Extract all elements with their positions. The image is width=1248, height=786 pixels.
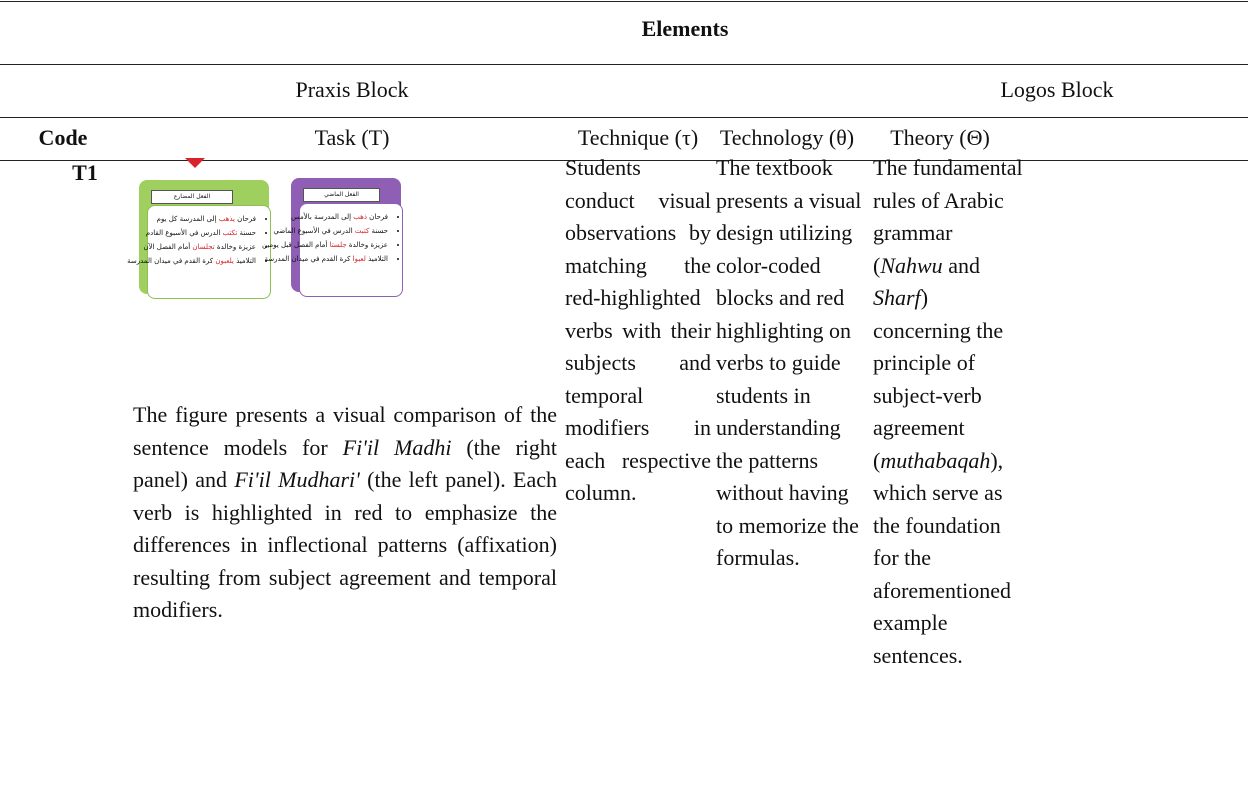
sentence: حسنة كتبت الدرس في الأسبوع الماضي bbox=[273, 226, 388, 237]
rule bbox=[0, 1, 1248, 2]
sentence: التلاميذ لعبوا كرة القدم في ميدان المدرس… bbox=[264, 254, 388, 265]
text-run: (the left panel). Each verb is highlight… bbox=[133, 467, 558, 622]
sentence-part: إلى المدرسة كل يوم bbox=[156, 215, 219, 223]
sentence: عزيزة وخالدة تجلسان أمام الفصل الآن bbox=[143, 242, 256, 253]
sentence: عزيزة وخالدة جلستا أمام الفصل قبل يومين bbox=[262, 240, 388, 251]
text-run: Fi'il Mudhari' bbox=[234, 467, 360, 492]
card-title: الفعل المضارع bbox=[151, 190, 233, 204]
sentence-part: الدرس في الأسبوع القادم bbox=[145, 229, 223, 237]
group-header: Elements bbox=[641, 16, 729, 41]
sentence-part: إلى المدرسة بالأمس bbox=[291, 213, 354, 221]
text-run: ), which serve as the foundation for the… bbox=[873, 447, 1012, 668]
column-header: Code bbox=[38, 125, 88, 150]
block-header: Logos Block bbox=[1000, 77, 1114, 102]
row-code: T1 bbox=[72, 160, 98, 185]
sentence-part: التلاميذ bbox=[233, 257, 256, 265]
text-run: The fundamental rules of Arabic grammar … bbox=[873, 155, 1023, 278]
rule bbox=[0, 64, 1248, 65]
text-run: muthabaqah bbox=[880, 447, 991, 473]
figure: فرحان يذهب إلى المدرسة كل يوم حسنة تكتب ا… bbox=[127, 158, 405, 308]
sentence-part: الدرس في الأسبوع الماضي bbox=[273, 227, 355, 235]
text-run: The figure presents a visual comparison … bbox=[133, 402, 557, 460]
text-run: Nahwu bbox=[880, 252, 943, 278]
verb: تجلسان bbox=[192, 243, 215, 251]
theory-text: The fundamental rules of Arabic grammar … bbox=[873, 152, 1025, 672]
sentence-part: التلاميذ bbox=[365, 255, 388, 263]
column-header: Technique (τ) bbox=[577, 125, 699, 150]
text-run: and bbox=[942, 252, 980, 278]
sentence-list: فرحان يذهب إلى المدرسة كل يوم حسنة تكتب ا… bbox=[127, 214, 270, 267]
sentence-part: أمام الفصل الآن bbox=[143, 243, 193, 251]
column-header: Task (T) bbox=[314, 125, 390, 150]
verb: يذهب bbox=[218, 215, 235, 223]
column-header: Technology (θ) bbox=[719, 125, 855, 150]
block-header: Praxis Block bbox=[295, 77, 409, 102]
text-run: ) concerning the principle of subject-ve… bbox=[873, 285, 1004, 473]
column-header: Theory (Θ) bbox=[890, 125, 990, 150]
sentence-part: حسنة bbox=[369, 227, 388, 235]
sentence-part: حسنة bbox=[237, 229, 256, 237]
sentence: التلاميذ يلعبون كرة القدم في ميدان المدر… bbox=[127, 256, 256, 267]
verb: يلعبون bbox=[215, 257, 234, 265]
verb: كتبت bbox=[354, 227, 370, 235]
rule bbox=[0, 160, 1248, 161]
text-run: Sharf bbox=[873, 285, 921, 310]
verb: لعبوا bbox=[352, 255, 366, 263]
text-run: (the right panel) and bbox=[133, 434, 557, 493]
sentence-part: كرة القدم في ميدان المدرسة bbox=[264, 255, 353, 263]
card-title: الفعل الماضي bbox=[303, 188, 380, 202]
technology-text: The textbook presents a visual design ut… bbox=[716, 155, 862, 570]
sentence-part: فرحان bbox=[366, 213, 388, 221]
right-card: فرحان ذهب إلى المدرسة بالأمس حسنة كتبت ال… bbox=[262, 203, 403, 297]
sentence-part: عزيزة وخالدة bbox=[214, 243, 256, 251]
sentence: حسنة تكتب الدرس في الأسبوع القادم bbox=[146, 228, 256, 239]
sentence-part: فرحان bbox=[234, 215, 256, 223]
sentence-part: عزيزة وخالدة bbox=[346, 241, 388, 249]
verb: تكتب bbox=[222, 229, 238, 237]
verb: جلستا bbox=[329, 241, 347, 249]
left-card: فرحان يذهب إلى المدرسة كل يوم حسنة تكتب ا… bbox=[127, 205, 271, 299]
task-text: The figure presents a visual comparison … bbox=[133, 399, 557, 627]
sentence-list: فرحان ذهب إلى المدرسة بالأمس حسنة كتبت ال… bbox=[262, 212, 402, 265]
text-run: Fi'il Madhi bbox=[342, 434, 452, 460]
sentence: فرحان ذهب إلى المدرسة بالأمس bbox=[291, 212, 388, 223]
verb: ذهب bbox=[353, 213, 367, 221]
sentence-part: كرة القدم في ميدان المدرسة bbox=[127, 257, 216, 265]
rule bbox=[0, 117, 1248, 118]
sentence-part: أمام الفصل قبل يومين bbox=[261, 241, 330, 249]
technique-text: Students conduct visual observations by … bbox=[565, 155, 711, 505]
marker bbox=[185, 158, 205, 168]
sentence: فرحان يذهب إلى المدرسة كل يوم bbox=[152, 214, 256, 225]
